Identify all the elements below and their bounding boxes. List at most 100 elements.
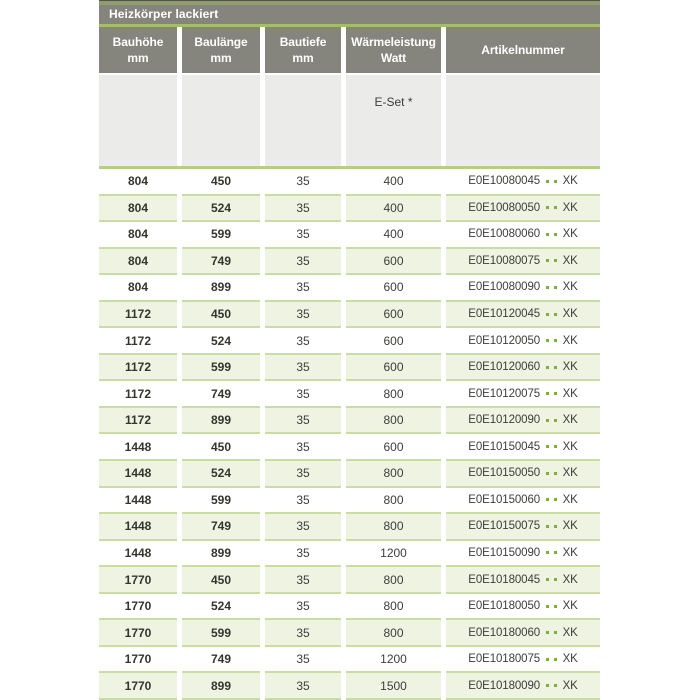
cell-bauhoehe: 1172	[99, 301, 177, 329]
cell-watt: 400	[346, 195, 441, 223]
cell-bauhoehe: 1770	[99, 673, 177, 700]
artikel-suffix: XK	[562, 414, 578, 427]
column-header-label: Baulänge	[194, 34, 248, 49]
cell-artikelnummer: E0E10180050 XK	[446, 593, 600, 621]
artikel-suffix: XK	[562, 254, 578, 267]
green-dot-icon	[546, 445, 550, 449]
cell-baulaenge: 599	[182, 222, 260, 249]
artikel-suffix: XK	[562, 334, 578, 347]
green-dot-icon	[546, 684, 550, 688]
cell-watt: 600	[346, 354, 441, 382]
cell-watt: 800	[346, 487, 441, 515]
cell-baulaenge: 524	[182, 593, 260, 621]
green-dot-icon	[554, 445, 558, 449]
cell-watt: 800	[346, 381, 441, 408]
green-dot-icon	[554, 657, 558, 661]
cell-artikelnummer: E0E10080060 XK	[446, 222, 600, 249]
green-dot-icon	[554, 285, 558, 289]
cell-watt: 800	[346, 593, 441, 621]
artikel-suffix: XK	[562, 520, 578, 533]
cell-artikelnummer: E0E10180045 XK	[446, 567, 600, 594]
eset-cell-empty	[265, 75, 341, 166]
artikel-prefix: E0E10080050	[468, 201, 541, 214]
green-dot-icon	[546, 657, 550, 661]
cell-baulaenge: 749	[182, 381, 260, 408]
green-dot-icon	[554, 578, 558, 582]
cell-bauhoehe: 804	[99, 275, 177, 302]
cell-watt: 600	[346, 275, 441, 302]
cell-artikelnummer: E0E10080090 XK	[446, 275, 600, 302]
artikel-prefix: E0E10180075	[468, 653, 541, 666]
artikel-suffix: XK	[562, 228, 578, 241]
cell-baulaenge: 749	[182, 248, 260, 276]
cell-bautiefe: 35	[265, 514, 341, 541]
artikel-prefix: E0E10180050	[468, 600, 541, 613]
artikel-suffix: XK	[562, 175, 578, 188]
header-gap	[99, 73, 600, 75]
cell-watt: 800	[346, 514, 441, 541]
green-dot-icon	[554, 604, 558, 608]
green-dot-icon	[546, 206, 550, 210]
artikel-prefix: E0E10120060	[468, 361, 541, 374]
cell-bauhoehe: 804	[99, 222, 177, 249]
artikel-prefix: E0E10180060	[468, 626, 541, 639]
green-dot-icon	[546, 418, 550, 422]
cell-bauhoehe: 1172	[99, 328, 177, 355]
cell-baulaenge: 899	[182, 540, 260, 568]
cell-artikelnummer: E0E10150050 XK	[446, 461, 600, 488]
green-dot-icon	[546, 339, 550, 343]
green-dot-icon	[546, 551, 550, 555]
cell-baulaenge: 899	[182, 407, 260, 435]
cell-watt: 800	[346, 407, 441, 435]
cell-bautiefe: 35	[265, 673, 341, 700]
cell-baulaenge: 450	[182, 169, 260, 196]
artikel-suffix: XK	[562, 440, 578, 453]
artikel-suffix: XK	[562, 573, 578, 586]
green-dot-icon	[554, 551, 558, 555]
title-underline	[99, 24, 600, 27]
eset-subheader-row: E-Set *	[99, 75, 600, 166]
cell-artikelnummer: E0E10150045 XK	[446, 434, 600, 462]
cell-baulaenge: 749	[182, 646, 260, 674]
artikel-prefix: E0E10120045	[468, 308, 541, 321]
cell-baulaenge: 524	[182, 195, 260, 223]
cell-artikelnummer: E0E10120075 XK	[446, 381, 600, 408]
cell-baulaenge: 599	[182, 354, 260, 382]
cell-bautiefe: 35	[265, 593, 341, 621]
cell-bautiefe: 35	[265, 222, 341, 249]
column-header-label: Bauhöhe	[112, 34, 164, 49]
green-dot-icon	[554, 418, 558, 422]
column-header-artikelnummer: Artikelnummer	[446, 27, 600, 73]
artikel-prefix: E0E10180090	[468, 679, 541, 692]
column-header-waermeleistung: Wärmeleistung Watt	[346, 27, 441, 73]
green-dot-icon	[546, 578, 550, 582]
cell-bautiefe: 35	[265, 354, 341, 382]
cell-watt: 600	[346, 301, 441, 329]
column-header-baulaenge: Baulänge mm	[182, 27, 260, 73]
cell-baulaenge: 450	[182, 301, 260, 329]
eset-cell-empty	[446, 75, 600, 166]
artikel-prefix: E0E10150075	[468, 520, 541, 533]
cell-watt: 800	[346, 461, 441, 488]
cell-watt: 600	[346, 248, 441, 276]
top-accent-strip	[99, 0, 600, 5]
column-header-bautiefe: Bautiefe mm	[265, 27, 341, 73]
cell-watt: 1200	[346, 646, 441, 674]
green-dot-icon	[554, 498, 558, 502]
green-dot-icon	[554, 232, 558, 236]
cell-artikelnummer: E0E10080045 XK	[446, 169, 600, 196]
green-dot-icon	[554, 365, 558, 369]
green-dot-icon	[546, 524, 550, 528]
cell-baulaenge: 899	[182, 673, 260, 700]
artikel-prefix: E0E10120090	[468, 414, 541, 427]
cell-baulaenge: 749	[182, 514, 260, 541]
green-dot-icon	[546, 604, 550, 608]
green-dot-icon	[554, 524, 558, 528]
cell-artikelnummer: E0E10150075 XK	[446, 514, 600, 541]
cell-artikelnummer: E0E10080050 XK	[446, 195, 600, 223]
green-dot-icon	[546, 498, 550, 502]
cell-bauhoehe: 1448	[99, 514, 177, 541]
eset-label: E-Set *	[346, 75, 441, 166]
column-header-unit: mm	[292, 51, 314, 65]
artikel-suffix: XK	[562, 653, 578, 666]
